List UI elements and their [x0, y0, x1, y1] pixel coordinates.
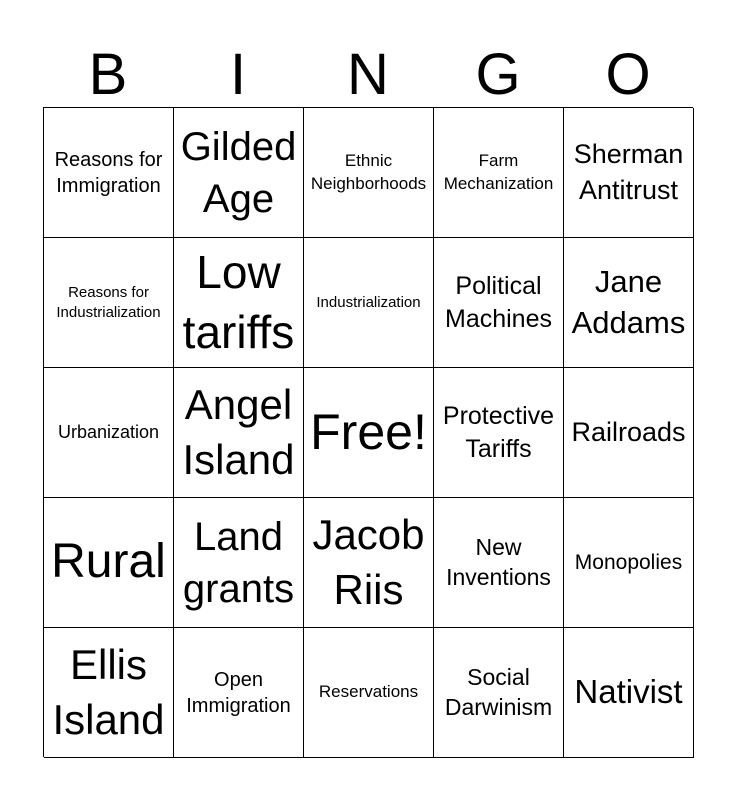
header-letter-n: N: [347, 42, 389, 107]
bingo-cell[interactable]: Industrialization: [304, 238, 434, 368]
bingo-cell[interactable]: Angel Island: [174, 368, 304, 498]
bingo-cell[interactable]: Reasons for Immigration: [44, 108, 174, 238]
bingo-cell[interactable]: Reservations: [304, 628, 434, 758]
cell-text: Jacob Riis: [312, 510, 425, 613]
cell-text: Protective Tariffs: [442, 402, 555, 463]
bingo-cell[interactable]: Jane Addams: [564, 238, 694, 368]
header-letter-i: I: [229, 42, 247, 107]
bingo-cell[interactable]: Low tariffs: [174, 238, 304, 368]
bingo-cell[interactable]: Nativist: [564, 628, 694, 758]
bingo-cell[interactable]: Social Darwinism: [434, 628, 564, 758]
bingo-cell[interactable]: Ethnic Neighborhoods: [304, 108, 434, 238]
cell-text: Political Machines: [445, 272, 552, 333]
header-letter-o: O: [605, 42, 651, 107]
bingo-cell[interactable]: Political Machines: [434, 238, 564, 368]
bingo-cell[interactable]: Jacob Riis: [304, 498, 434, 628]
cell-text: Urbanization: [57, 421, 160, 442]
cell-text: Monopolies: [574, 550, 683, 574]
cell-text: New Inventions: [446, 533, 551, 590]
cell-text: Reasons for Immigration: [54, 148, 163, 197]
cell-text: Ethnic Neighborhoods: [310, 151, 427, 193]
cell-text: Nativist: [574, 673, 683, 711]
bingo-cell[interactable]: New Inventions: [434, 498, 564, 628]
header-letter-b: B: [88, 42, 128, 107]
bingo-grid: Reasons for Immigration Gilded Age Ethnic …: [43, 107, 694, 758]
cell-text: Land grants: [182, 514, 295, 611]
cell-text: Industrialization: [316, 293, 421, 311]
cell-text: Farm Mechanization: [443, 151, 554, 193]
free-space-cell[interactable]: Free!: [304, 368, 434, 498]
bingo-cell[interactable]: Protective Tariffs: [434, 368, 564, 498]
cell-text: Angel Island: [182, 380, 295, 483]
bingo-cell[interactable]: Rural: [44, 498, 174, 628]
bingo-cell[interactable]: Monopolies: [564, 498, 694, 628]
bingo-cell[interactable]: Farm Mechanization: [434, 108, 564, 238]
bingo-cell[interactable]: Ellis Island: [44, 628, 174, 758]
cell-text: Reasons for Industrialization: [56, 284, 161, 321]
cell-text: Low tariffs: [182, 245, 295, 358]
header-letter-g: G: [475, 42, 521, 107]
bingo-header: B I N G O: [43, 40, 693, 110]
cell-text: Ellis Island: [52, 640, 165, 743]
bingo-cell[interactable]: Urbanization: [44, 368, 174, 498]
cell-text: Gilded Age: [180, 124, 297, 221]
bingo-cell[interactable]: Land grants: [174, 498, 304, 628]
bingo-cell[interactable]: Sherman Antitrust: [564, 108, 694, 238]
cell-text: Rural: [51, 535, 166, 589]
cell-text: Reservations: [318, 682, 419, 702]
bingo-cell[interactable]: Open Immigration: [174, 628, 304, 758]
bingo-cell[interactable]: Gilded Age: [174, 108, 304, 238]
bingo-cell[interactable]: Railroads: [564, 368, 694, 498]
cell-text: Railroads: [571, 416, 686, 447]
cell-text: Jane Addams: [571, 264, 686, 340]
cell-text: Social Darwinism: [444, 663, 553, 720]
bingo-cell[interactable]: Reasons for Industrialization: [44, 238, 174, 368]
cell-text: Free!: [310, 404, 427, 460]
cell-text: Sherman Antitrust: [573, 139, 684, 205]
cell-text: Open Immigration: [186, 668, 291, 717]
